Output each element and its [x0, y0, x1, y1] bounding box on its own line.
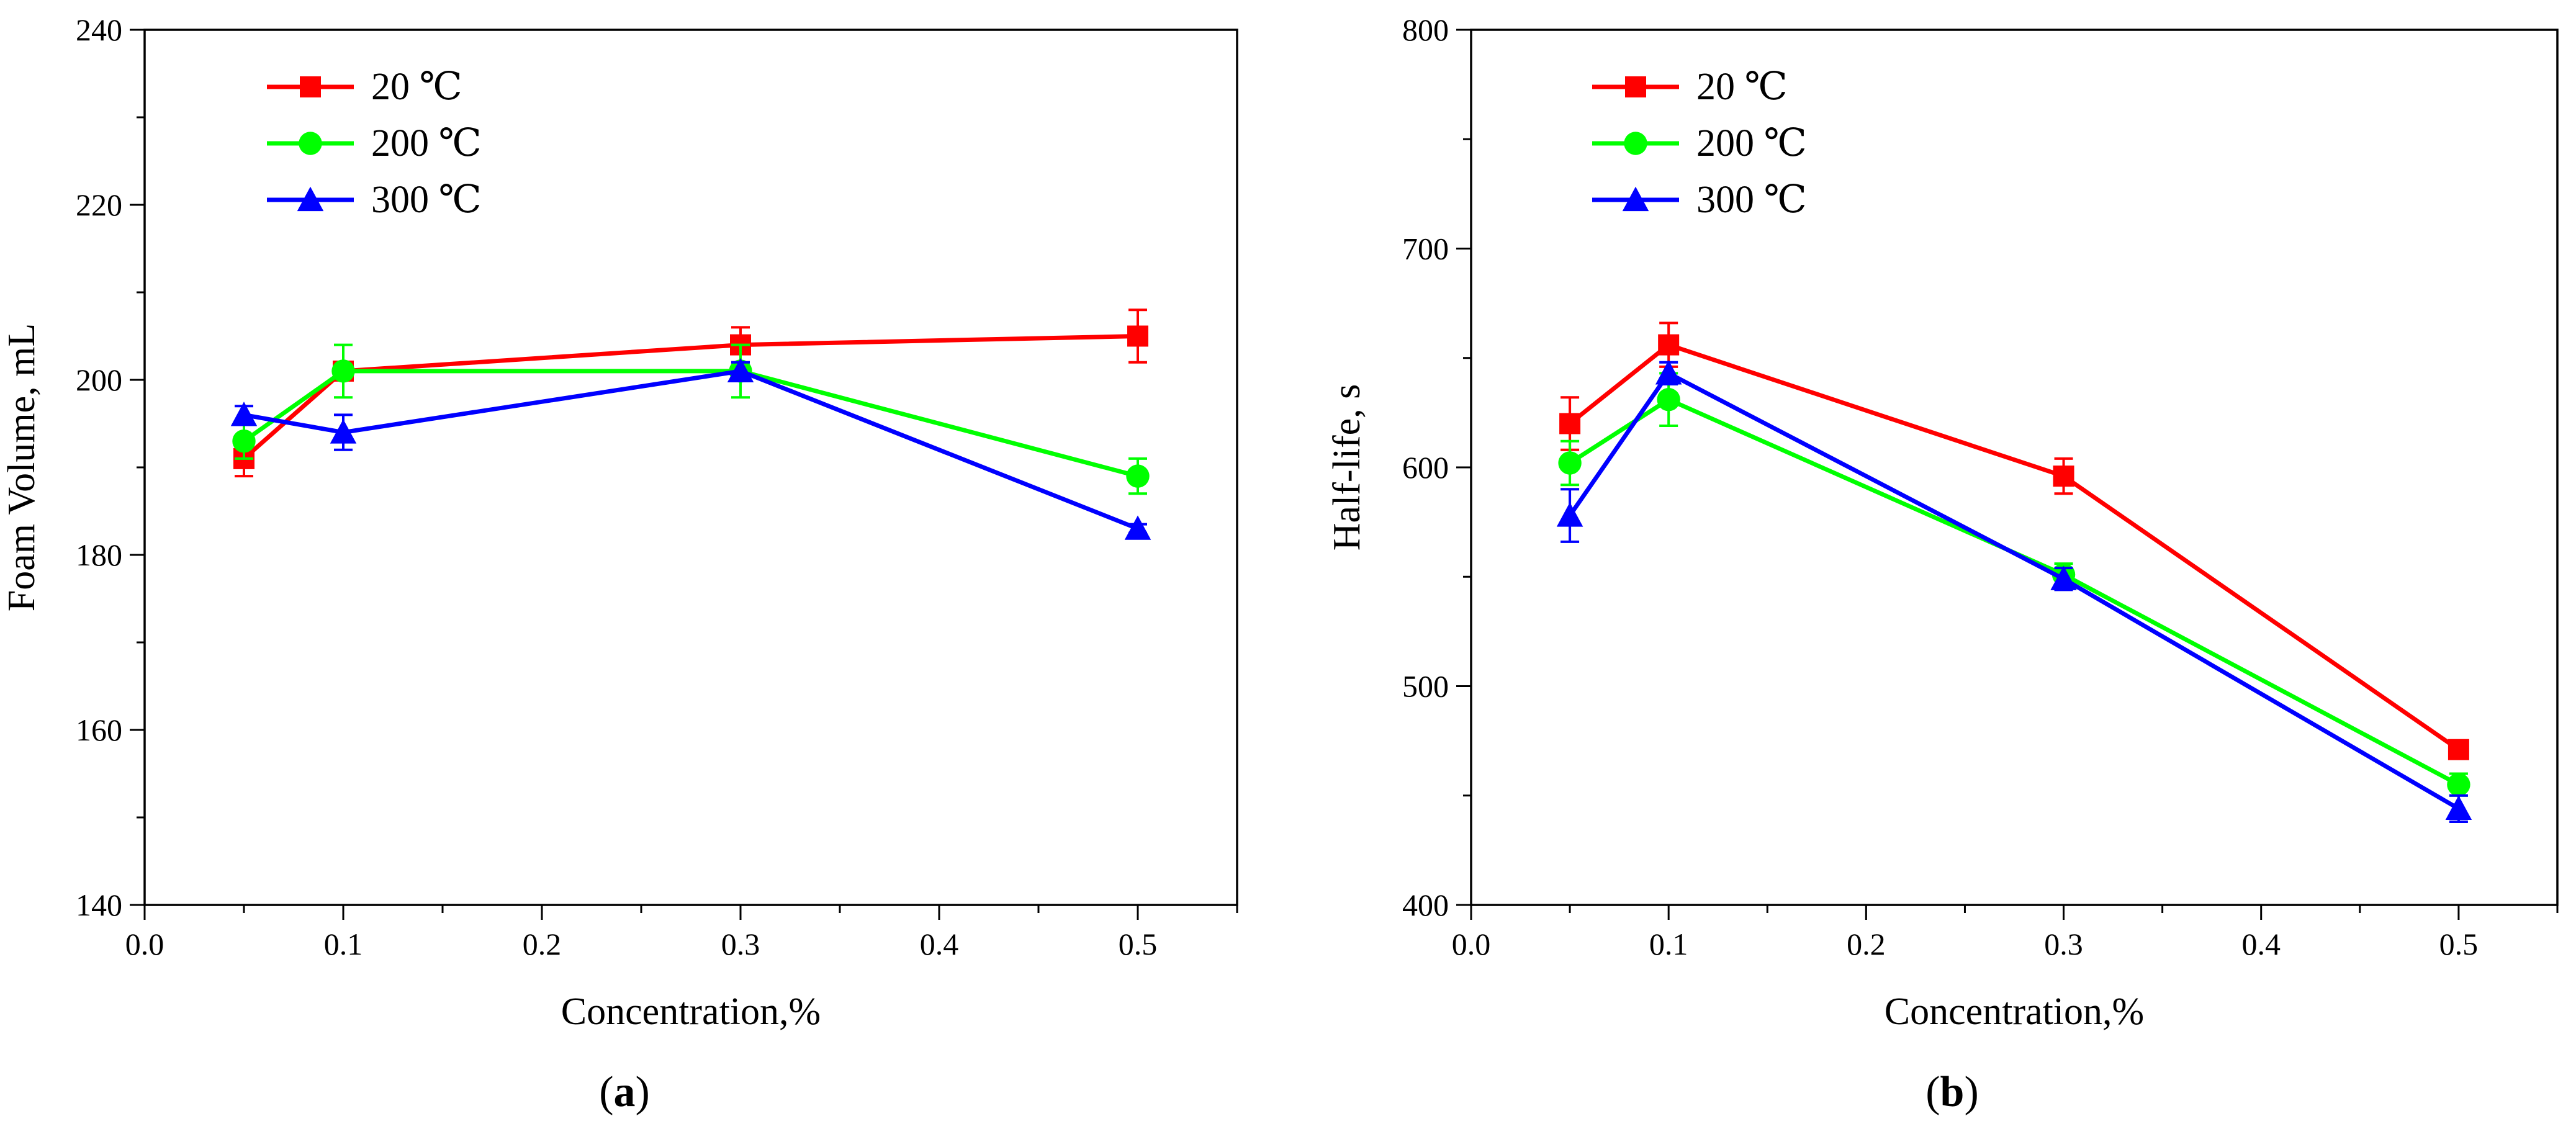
caption-letter: b [1940, 1068, 1965, 1116]
series-line [243, 369, 1139, 531]
series-line [1568, 343, 2460, 752]
legend-a: 20 ℃ 200 ℃ 300 ℃ [267, 66, 482, 221]
legend-marker [1625, 76, 1646, 97]
data-point [1658, 334, 1680, 356]
y-tick-label: 240 [76, 12, 122, 47]
chart-panel-b: 0.0 0.1 0.2 0.3 0.4 0.5 400 500 600 700 800 Concent… [1326, 12, 2559, 1116]
legend-marker [1622, 186, 1649, 212]
x-tick-label: 0.1 [324, 927, 363, 961]
data-point [1558, 451, 1582, 475]
data-point [1556, 502, 1583, 527]
panel-caption-b: (b) [1925, 1068, 1979, 1116]
series-a-1 [232, 343, 1150, 495]
data-point [1559, 413, 1581, 434]
data-point [2448, 739, 2469, 760]
y-tick-label: 220 [76, 187, 122, 222]
x-axis-title-b: Concentration,% [1885, 991, 2144, 1033]
legend-label: 20 ℃ [1696, 66, 1788, 108]
legend-marker [297, 186, 324, 212]
chart-panel-a: 0.0 0.1 0.2 0.3 0.4 0.5 140 160 180 200 220 240 Conc… [1, 12, 1238, 1116]
legend-marker [300, 76, 321, 97]
y-tick-label: 800 [1402, 12, 1449, 47]
y-axis-title-a: Foam Volume, mL [1, 323, 43, 611]
series-b-1 [1558, 372, 2470, 797]
x-tick-label: 0.2 [1847, 927, 1886, 961]
series-line [242, 369, 1138, 479]
data-point [331, 359, 355, 383]
y-axis-title-b: Half-life, s [1326, 384, 1368, 551]
x-tick-label: 0.2 [523, 927, 562, 961]
y-tick-label: 500 [1402, 669, 1449, 704]
data-point [2053, 466, 2074, 487]
series-a-2 [230, 358, 1151, 540]
caption-paren-open: ( [1925, 1068, 1940, 1116]
data-point [1657, 388, 1680, 412]
series-b-0 [1559, 322, 2469, 760]
x-tick-label: 0.3 [721, 927, 760, 961]
plot-frame-a [143, 29, 1238, 906]
x-tick-label: 0.0 [1452, 927, 1491, 961]
caption-paren-close: ) [1964, 1068, 1978, 1116]
series-line [1568, 371, 2460, 811]
x-tick-label: 0.0 [125, 927, 164, 961]
caption-letter: a [614, 1068, 636, 1116]
data-point [727, 358, 754, 382]
legend-marker [299, 132, 322, 155]
legend-label: 200 ℃ [371, 122, 482, 164]
x-tick-label: 0.5 [1119, 927, 1158, 961]
data-point [232, 430, 256, 453]
y-tick-label: 180 [76, 538, 122, 572]
panel-caption-a: (a) [599, 1068, 650, 1116]
legend-label: 200 ℃ [1696, 122, 1807, 164]
data-point [2447, 773, 2470, 796]
y-tick-label: 400 [1402, 888, 1449, 922]
series-line [242, 334, 1138, 461]
y-tick-label: 600 [1402, 450, 1449, 485]
y-tick-label: 200 [76, 362, 122, 397]
x-tick-label: 0.5 [2439, 927, 2479, 961]
legend-label: 300 ℃ [1696, 179, 1807, 221]
y-tick-label: 700 [1402, 232, 1449, 266]
x-tick-label: 0.3 [2044, 927, 2083, 961]
data-point [2445, 795, 2472, 820]
caption-paren-open: ( [599, 1068, 613, 1116]
legend-label: 300 ℃ [371, 179, 482, 221]
y-tick-label: 140 [76, 888, 122, 922]
data-point [1127, 325, 1148, 347]
data-point [1126, 464, 1150, 488]
caption-paren-close: ) [636, 1068, 650, 1116]
data-point [2050, 565, 2077, 590]
x-tick-label: 0.1 [1649, 927, 1688, 961]
series-line [1569, 397, 2460, 787]
series-a-0 [233, 308, 1148, 478]
x-tick-label: 0.4 [920, 927, 959, 961]
x-axis-title-a: Concentration,% [561, 991, 821, 1033]
data-point [1655, 360, 1682, 385]
legend-marker [1624, 132, 1647, 155]
x-tick-label: 0.4 [2241, 927, 2281, 961]
data-point [230, 402, 258, 426]
y-tick-label: 160 [76, 713, 122, 747]
series-b-2 [1556, 360, 2472, 824]
legend-b: 20 ℃ 200 ℃ 300 ℃ [1592, 66, 1807, 221]
data-point [1124, 515, 1151, 540]
data-point [330, 419, 357, 444]
legend-label: 20 ℃ [371, 66, 462, 108]
